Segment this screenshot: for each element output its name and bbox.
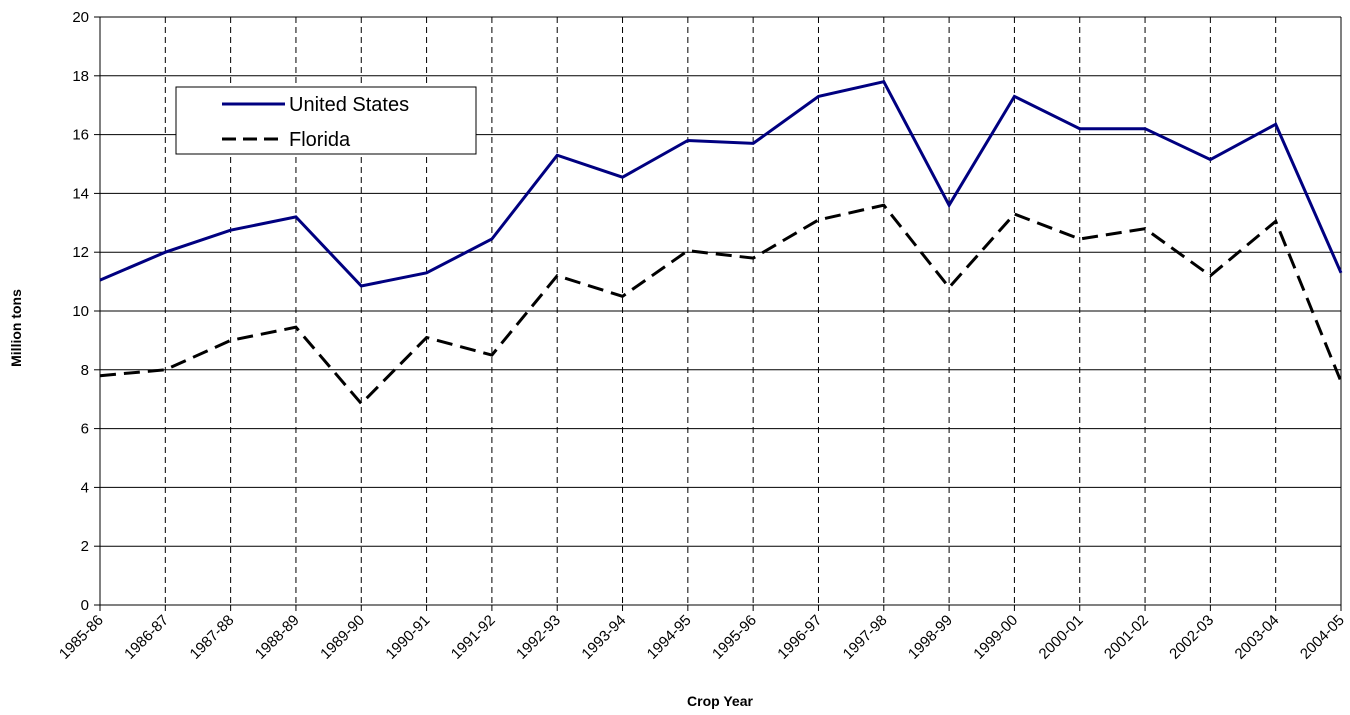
x-tick-labels: 1985-86 1986-87 1987-88 1988-89 1989-90 1990-… (56, 612, 1348, 663)
series-line-florida (99, 203, 1343, 406)
y-tick-label-0: 0 (81, 597, 89, 614)
x-tick-label-2001-02: 2001-02 (1101, 612, 1152, 663)
axes (94, 16, 1342, 611)
y-tick-labels: 0 2 4 6 8 10 12 14 16 18 20 (72, 9, 89, 614)
x-tick-label-2003-04: 2003-04 (1232, 612, 1283, 663)
x-tick-label-1999-00: 1999-00 (970, 612, 1021, 663)
x-tick-label-1996-97: 1996-97 (774, 612, 825, 663)
y-tick-label-14: 14 (72, 185, 89, 202)
y-tick-label-12: 12 (72, 244, 89, 261)
x-axis-title: Crop Year (687, 693, 753, 709)
x-tick-label-1985-86: 1985-86 (56, 612, 107, 663)
series-lines (99, 79, 1343, 406)
legend-box (175, 86, 477, 155)
series-line-united-states (99, 79, 1343, 288)
y-tick-label-18: 18 (72, 68, 89, 85)
y-tick-label-20: 20 (72, 9, 89, 26)
x-tick-label-1991-92: 1991-92 (448, 612, 499, 663)
y-tick-label-10: 10 (72, 303, 89, 320)
x-tick-label-1989-90: 1989-90 (317, 612, 368, 663)
x-tick-label-1988-89: 1988-89 (252, 612, 303, 663)
x-tick-label-1994-95: 1994-95 (644, 612, 695, 663)
x-tick-label-1993-94: 1993-94 (578, 612, 629, 663)
y-axis-title: Million tons (8, 289, 24, 367)
x-tick-label-1997-98: 1997-98 (840, 612, 891, 663)
y-tick-label-6: 6 (81, 421, 89, 438)
y-tick-label-8: 8 (81, 362, 89, 379)
legend-label-united-states: United States (289, 94, 409, 116)
y-tick-label-2: 2 (81, 538, 89, 555)
grid (100, 16, 1342, 605)
x-tick-label-1987-88: 1987-88 (187, 612, 238, 663)
x-tick-label-1992-93: 1992-93 (513, 612, 564, 663)
x-tick-label-2000-01: 2000-01 (1036, 612, 1087, 663)
x-tick-label-2004-05: 2004-05 (1297, 612, 1348, 663)
x-tick-label-1995-96: 1995-96 (709, 612, 760, 663)
legend: United States Florida (175, 86, 477, 155)
y-tick-label-16: 16 (72, 127, 89, 144)
x-tick-label-1990-91: 1990-91 (382, 612, 433, 663)
y-tick-label-4: 4 (81, 479, 89, 496)
x-tick-label-1986-87: 1986-87 (121, 612, 172, 663)
legend-label-florida: Florida (289, 129, 351, 151)
x-tick-label-1998-99: 1998-99 (905, 612, 956, 663)
x-tick-label-2002-03: 2002-03 (1166, 612, 1217, 663)
